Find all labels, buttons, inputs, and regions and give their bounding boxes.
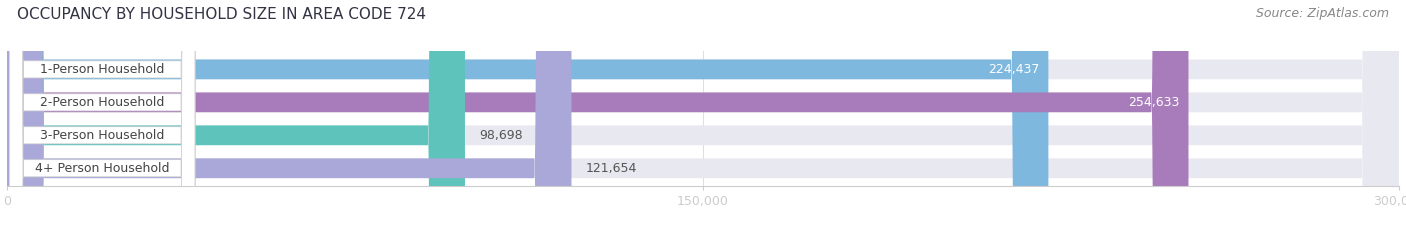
- FancyBboxPatch shape: [7, 0, 1049, 233]
- FancyBboxPatch shape: [7, 0, 465, 233]
- FancyBboxPatch shape: [7, 0, 1188, 233]
- Text: 1-Person Household: 1-Person Household: [39, 63, 165, 76]
- FancyBboxPatch shape: [10, 0, 195, 233]
- Text: 3-Person Household: 3-Person Household: [39, 129, 165, 142]
- FancyBboxPatch shape: [7, 0, 1399, 233]
- FancyBboxPatch shape: [7, 0, 1399, 233]
- Text: 2-Person Household: 2-Person Household: [39, 96, 165, 109]
- Text: OCCUPANCY BY HOUSEHOLD SIZE IN AREA CODE 724: OCCUPANCY BY HOUSEHOLD SIZE IN AREA CODE…: [17, 7, 426, 22]
- FancyBboxPatch shape: [7, 0, 1399, 233]
- FancyBboxPatch shape: [10, 0, 195, 233]
- FancyBboxPatch shape: [7, 0, 1399, 233]
- Text: 98,698: 98,698: [479, 129, 523, 142]
- Text: Source: ZipAtlas.com: Source: ZipAtlas.com: [1256, 7, 1389, 20]
- Text: 121,654: 121,654: [585, 162, 637, 175]
- FancyBboxPatch shape: [7, 0, 571, 233]
- Text: 4+ Person Household: 4+ Person Household: [35, 162, 169, 175]
- Text: 224,437: 224,437: [988, 63, 1039, 76]
- FancyBboxPatch shape: [10, 0, 195, 233]
- FancyBboxPatch shape: [10, 0, 195, 233]
- Text: 254,633: 254,633: [1128, 96, 1180, 109]
